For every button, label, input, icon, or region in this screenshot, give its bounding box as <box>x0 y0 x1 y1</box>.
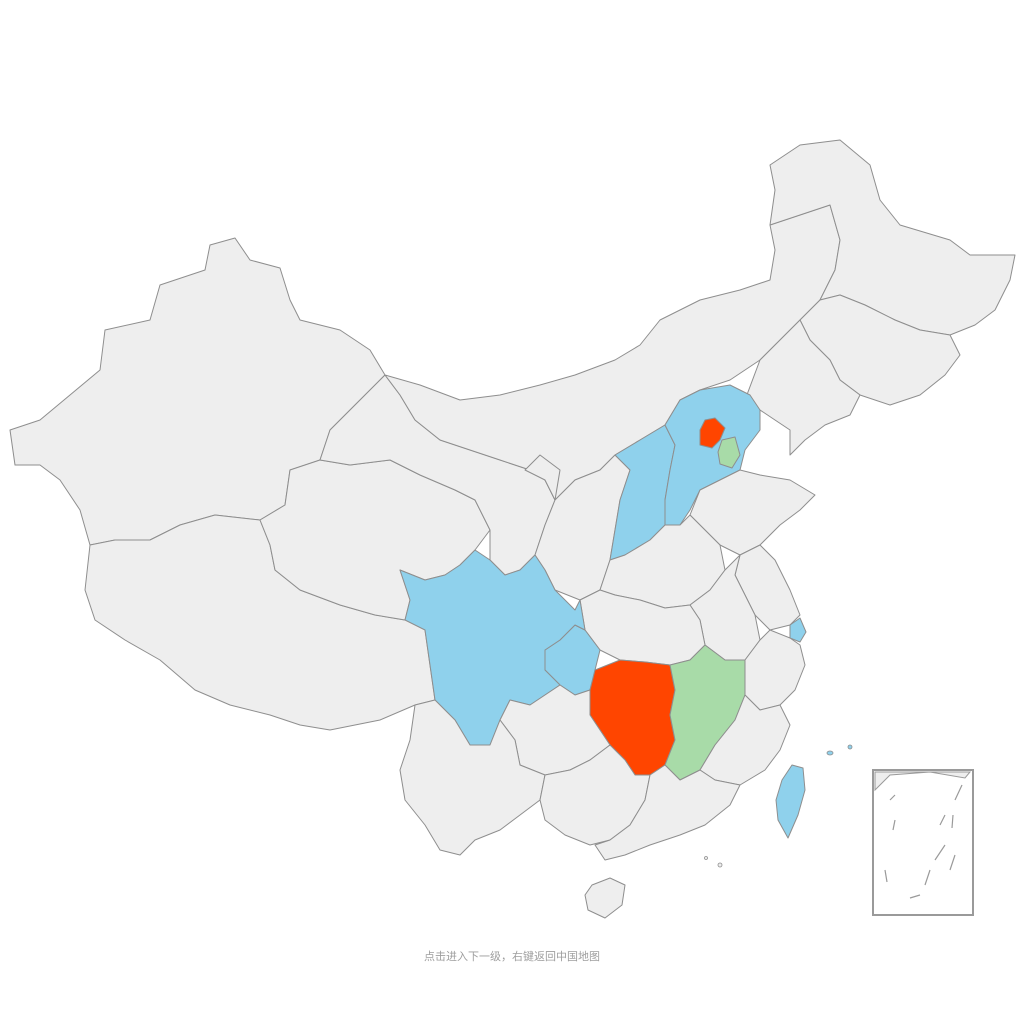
region-shanghai[interactable] <box>789 617 807 643</box>
region-hainan[interactable] <box>584 877 626 919</box>
region-liaoning[interactable] <box>744 319 861 456</box>
region-heilongjiang[interactable] <box>769 139 1016 336</box>
island-marker <box>717 862 723 868</box>
island-marker <box>826 750 834 756</box>
region-tianjin[interactable] <box>717 436 741 469</box>
region-taiwan[interactable] <box>775 764 806 839</box>
region-guangdong[interactable] <box>594 764 741 861</box>
island-marker <box>847 744 853 750</box>
hint-text: 点击进入下一级，右键返回中国地图 <box>424 950 600 963</box>
region-fujian[interactable] <box>699 694 791 786</box>
region-beijing[interactable] <box>699 417 726 449</box>
south-china-sea-inset <box>872 769 974 916</box>
region-ningxia[interactable] <box>524 454 561 501</box>
island-marker <box>704 856 708 860</box>
